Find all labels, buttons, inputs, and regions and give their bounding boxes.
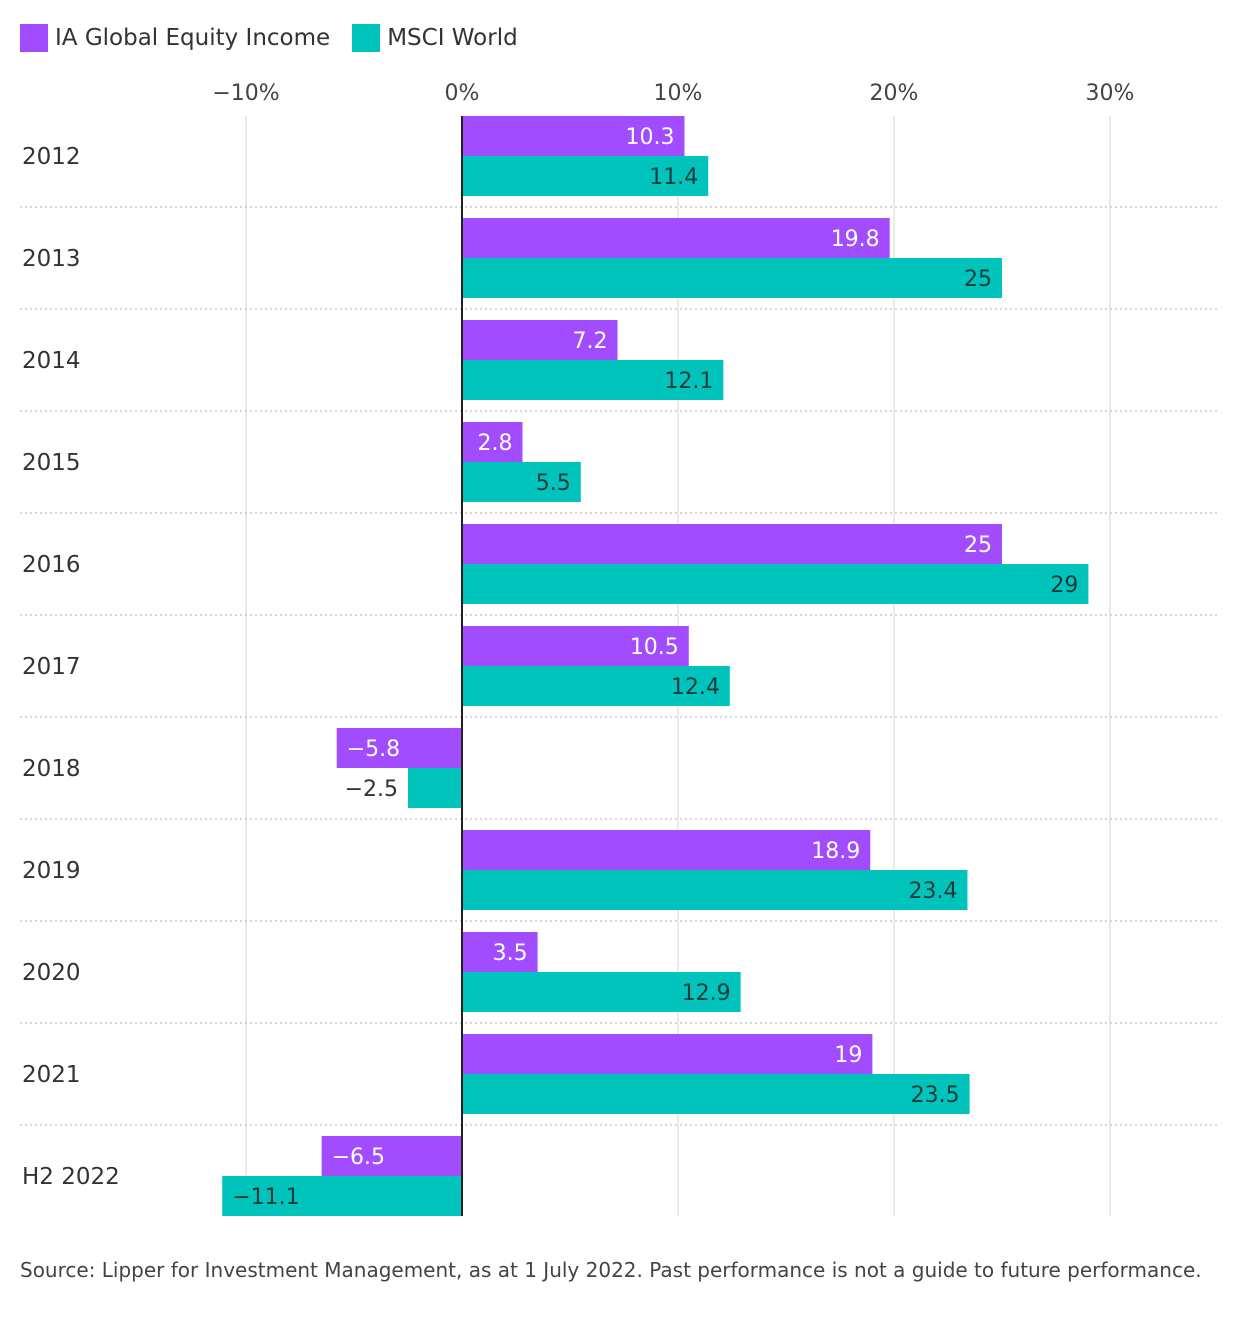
category-label-2012: 2012 [22, 144, 81, 170]
data-label-ia-global-equity-income-2018: −5.8 [347, 737, 400, 762]
legend-label-msci-world: MSCI World [387, 25, 518, 51]
bars [222, 116, 1089, 1216]
legend-item-ia-global-equity-income: IA Global Equity Income [20, 24, 330, 52]
y-axis-categories: 2012 2013 2014 2015 2016 2017 2018 2019 2020 2021… [22, 144, 120, 1190]
data-label-msci-world-2012: 11.4 [649, 165, 698, 190]
bar-msci-world-2013 [462, 258, 1002, 298]
data-label-msci-world-2019: 23.4 [908, 879, 957, 904]
category-label-h2-2022: H2 2022 [22, 1164, 120, 1190]
bar-ia-global-equity-income-2021 [462, 1034, 873, 1074]
x-tick-label: 30% [1086, 81, 1135, 106]
bar-msci-world-2015 [462, 462, 581, 502]
data-label-ia-global-equity-income-2020: 3.5 [493, 941, 528, 966]
data-label-ia-global-equity-income-2017: 10.5 [630, 635, 679, 660]
data-labels: 10.3 11.4 19.8 25 7.2 12.1 2.8 5.5 25 29 10.5 12.4 −… [232, 125, 1078, 1210]
x-tick-label: −10% [212, 81, 279, 106]
category-label-2017: 2017 [22, 654, 81, 680]
legend-swatch-msci-world [352, 24, 381, 52]
data-label-msci-world-2017: 12.4 [671, 675, 720, 700]
source-note: Source: Lipper for Investment Management… [20, 1258, 1202, 1282]
bar-msci-world-2019 [462, 870, 968, 910]
bar-ia-global-equity-income-h2-2022 [321, 1136, 462, 1176]
data-label-ia-global-equity-income-2013: 19.8 [831, 227, 880, 252]
bar-ia-global-equity-income-2016 [462, 524, 1002, 564]
bar-msci-world-2018 [408, 768, 462, 808]
category-label-2013: 2013 [22, 246, 81, 272]
bar-ia-global-equity-income-2017 [462, 626, 689, 666]
bar-ia-global-equity-income-2012 [462, 116, 685, 156]
legend-label-ia-global-equity-income: IA Global Equity Income [55, 25, 331, 51]
category-label-2021: 2021 [22, 1062, 81, 1088]
x-axis-ticks: −10% 0% 10% 20% 30% [212, 81, 1134, 106]
legend-item-msci-world: MSCI World [352, 24, 518, 52]
data-label-ia-global-equity-income-2016: 25 [964, 533, 992, 558]
x-tick-label: 0% [445, 81, 480, 106]
bar-chart: −10% 0% 10% 20% 30% 2012 2013 2014 2015 2016 2017… [20, 81, 1218, 1216]
bar-ia-global-equity-income-2015 [462, 422, 523, 462]
bar-msci-world-2020 [462, 972, 741, 1012]
bar-ia-global-equity-income-2020 [462, 932, 538, 972]
legend-swatch-ia-global-equity-income [20, 24, 48, 52]
category-label-2018: 2018 [22, 756, 81, 782]
category-label-2020: 2020 [22, 960, 81, 986]
bar-msci-world-h2-2022 [222, 1176, 462, 1216]
chart-legend: IA Global Equity Income MSCI World [20, 22, 540, 54]
data-label-msci-world-2014: 12.1 [664, 369, 713, 394]
x-tick-label: 20% [870, 81, 919, 106]
data-label-ia-global-equity-income-2012: 10.3 [625, 125, 674, 150]
data-label-msci-world-2020: 12.9 [682, 981, 731, 1006]
category-label-2014: 2014 [22, 348, 81, 374]
bar-msci-world-2014 [462, 360, 724, 400]
data-label-ia-global-equity-income-2019: 18.9 [811, 839, 860, 864]
data-label-msci-world-2021: 23.5 [911, 1083, 960, 1108]
bar-ia-global-equity-income-2019 [462, 830, 871, 870]
data-label-msci-world-2013: 25 [964, 267, 992, 292]
bar-ia-global-equity-income-2013 [462, 218, 890, 258]
data-label-ia-global-equity-income-2021: 19 [834, 1043, 862, 1068]
category-label-2016: 2016 [22, 552, 81, 578]
category-label-2015: 2015 [22, 450, 81, 476]
bar-ia-global-equity-income-2014 [462, 320, 618, 360]
data-label-msci-world-2018: −2.5 [345, 777, 398, 802]
data-label-ia-global-equity-income-h2-2022: −6.5 [332, 1145, 385, 1170]
category-label-2019: 2019 [22, 858, 81, 884]
data-label-msci-world-2015: 5.5 [536, 471, 571, 496]
bar-msci-world-2012 [462, 156, 709, 196]
data-label-ia-global-equity-income-2014: 7.2 [573, 329, 608, 354]
x-tick-label: 10% [654, 81, 703, 106]
data-label-ia-global-equity-income-2015: 2.8 [477, 431, 512, 456]
bar-ia-global-equity-income-2018 [336, 728, 462, 768]
bar-msci-world-2021 [462, 1074, 970, 1114]
data-label-msci-world-2016: 29 [1050, 573, 1078, 598]
bar-msci-world-2017 [462, 666, 730, 706]
bar-msci-world-2016 [462, 564, 1089, 604]
data-label-msci-world-h2-2022: −11.1 [232, 1185, 299, 1210]
